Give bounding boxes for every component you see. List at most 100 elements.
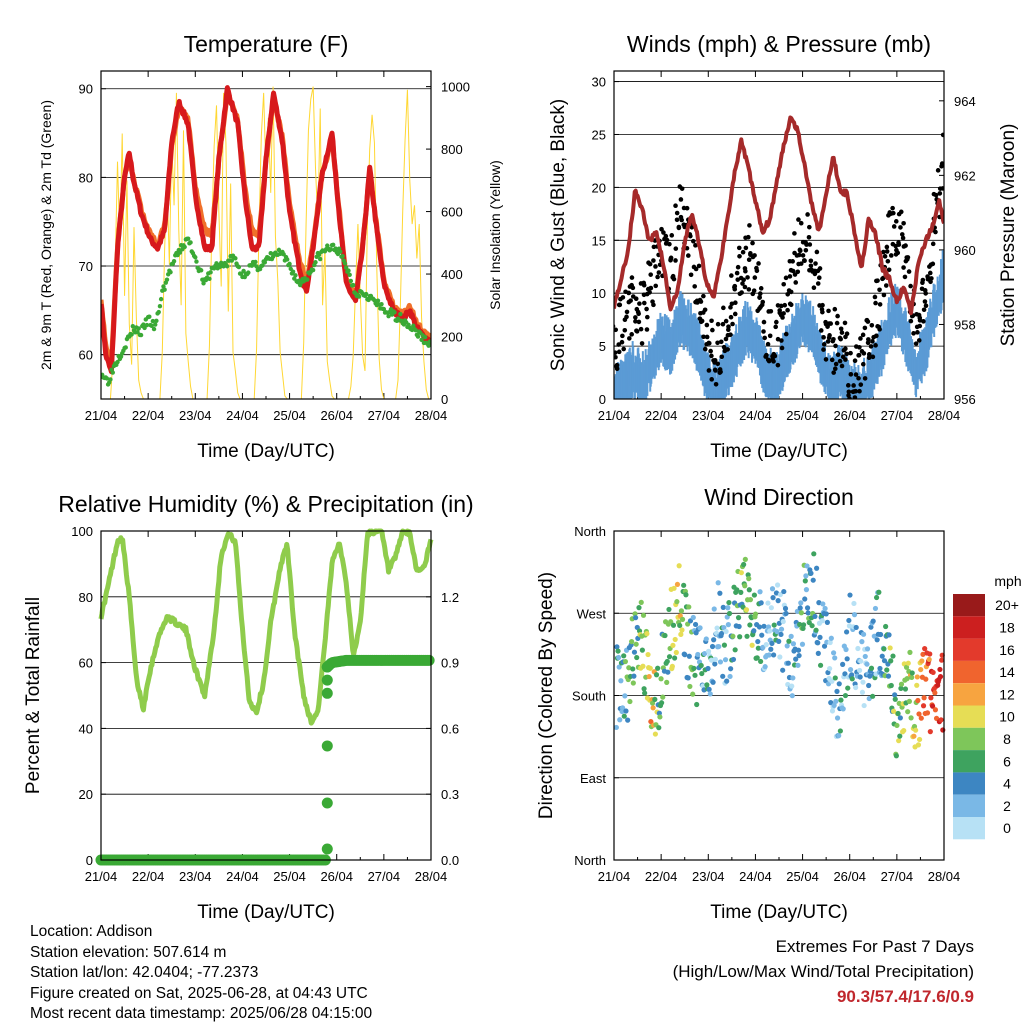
direction-point [842,671,848,677]
direction-point [690,614,696,621]
direction-point [775,598,781,604]
gust-point [712,358,718,363]
gust-point [633,315,638,320]
direction-point [833,698,839,704]
y-tick-label: North [574,524,606,539]
gust-point [688,233,693,239]
gust-point [848,372,854,377]
x-tick-label: 22/04 [132,408,165,423]
direction-point [702,650,708,657]
legend-swatch [953,772,985,795]
y-tick-label-right: 0.9 [441,656,459,671]
gust-point [641,280,647,286]
gust-point [862,376,868,381]
dewpoint-point [198,268,204,273]
direction-point [802,596,808,602]
gust-point [847,396,852,399]
gust-point [865,340,871,346]
direction-point [928,695,934,701]
direction-point [632,611,638,617]
gust-point [674,210,680,216]
x-tick-label: 26/04 [833,408,866,423]
direction-point [907,649,913,655]
direction-point [914,674,920,680]
gust-point [742,284,748,290]
gust-point [906,269,912,274]
gust-point [857,345,862,350]
direction-point [866,682,872,689]
direction-point [919,658,925,664]
gust-point [917,323,923,329]
x-tick-label: 28/04 [415,869,448,884]
dewpoint-point [158,296,164,302]
direction-point [664,658,670,665]
extremes-box: Extremes For Past 7 Days (High/Low/Max W… [673,934,974,1009]
direction-point [762,664,768,670]
gust-point [741,277,746,283]
direction-point [685,675,691,681]
direction-point [776,638,782,644]
gust-point [636,319,642,325]
dewpoint-point [330,242,336,247]
direction-point [755,638,761,645]
y-tick-label-right: 962 [954,168,976,183]
direction-point [927,729,933,735]
direction-point [795,662,801,668]
x-tick-label: 27/04 [881,869,914,884]
gust-point [629,275,635,280]
gust-point [814,249,820,255]
x-tick-label: 23/04 [692,869,725,884]
gust-point [752,253,757,258]
gust-point [719,354,725,360]
gust-point [743,245,749,251]
gust-point [901,265,906,270]
dewpoint-point [188,240,193,245]
direction-point [780,667,786,673]
gust-point [870,354,876,360]
gust-point [821,342,827,347]
gust-point [838,326,844,332]
gust-point [715,321,721,327]
plot-area [614,115,944,399]
direction-point [730,633,736,639]
direction-point [634,654,640,661]
plot-border [100,530,432,861]
gust-point [673,203,678,208]
dewpoint-point [129,332,134,337]
direction-point [808,570,814,576]
dewpoint-point [118,354,124,359]
direction-point [832,655,838,661]
dewpoint-point [153,322,158,327]
gust-point [765,341,771,347]
direction-point [768,646,774,652]
x-tick-label: 27/04 [881,408,914,423]
gust-point [710,327,715,333]
gust-point [709,377,715,382]
y-tick-label: 25 [592,127,606,142]
gust-point [757,291,763,296]
gust-point [877,302,883,307]
direction-point [802,578,808,584]
direction-point [708,657,714,663]
gust-point [780,315,785,320]
legend-swatch [953,683,985,706]
direction-point [756,624,763,630]
direction-point [887,645,893,651]
direction-point [812,613,818,620]
gust-point [734,270,740,276]
gust-point [783,331,789,337]
gust-point [826,308,831,314]
direction-point [636,605,642,611]
gust-point [679,186,685,191]
dewpoint-point [193,255,198,260]
direction-point [847,667,854,673]
extremes-subtitle: (High/Low/Max Wind/Total Precipitation) [672,962,974,981]
direction-point [774,628,780,635]
direction-point [918,715,924,721]
direction-point [732,647,738,653]
gust-point [808,258,814,264]
gust-point [733,300,738,306]
speed-legend: mph 20+ 18 16 14 12 10 8 6 4 2 0 [953,573,1022,840]
direction-point [767,628,773,634]
gust-point [726,324,731,329]
